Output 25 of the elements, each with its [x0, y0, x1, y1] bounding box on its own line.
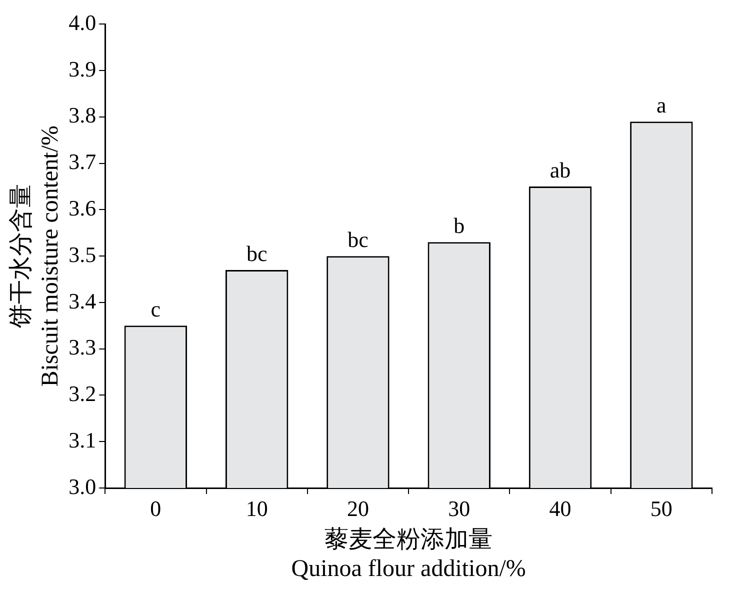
annotation: bc	[246, 240, 268, 266]
x-tick-label: 0	[150, 496, 162, 521]
x-tick-label: 10	[246, 496, 268, 521]
y-tick-label: 3.1	[68, 427, 96, 452]
x-axis-title: 藜麦全粉添加量 Quinoa flour addition/%	[291, 527, 526, 582]
y-tick-label: 3.4	[68, 288, 96, 314]
y-tick-label: 3.8	[68, 102, 96, 128]
y-tick-label: 3.3	[68, 334, 96, 360]
y-axis-title: 饼干水分含量 Biscuit moisture content/%	[8, 125, 64, 387]
y-tick-label: 3.6	[68, 196, 96, 220]
y-tick-label: 3.2	[68, 381, 96, 406]
annotation: bc	[348, 226, 369, 252]
annotation: ab	[550, 157, 571, 182]
x-tick-label: 50	[650, 496, 672, 521]
y-tick-label: 3.0	[68, 474, 96, 499]
annotation: b	[454, 212, 465, 238]
annotation: c	[150, 296, 161, 322]
y-tick-label: 4.0	[68, 10, 96, 35]
x-tick-label: 20	[346, 496, 369, 521]
y-tick-label: 3.5	[68, 242, 96, 267]
x-tick-label: 40	[549, 496, 572, 521]
x-tick-label: 30	[448, 496, 470, 521]
y-tick-label: 3.7	[68, 149, 96, 174]
annotation: a	[656, 92, 667, 118]
y-tick-label: 3.9	[68, 56, 96, 82]
